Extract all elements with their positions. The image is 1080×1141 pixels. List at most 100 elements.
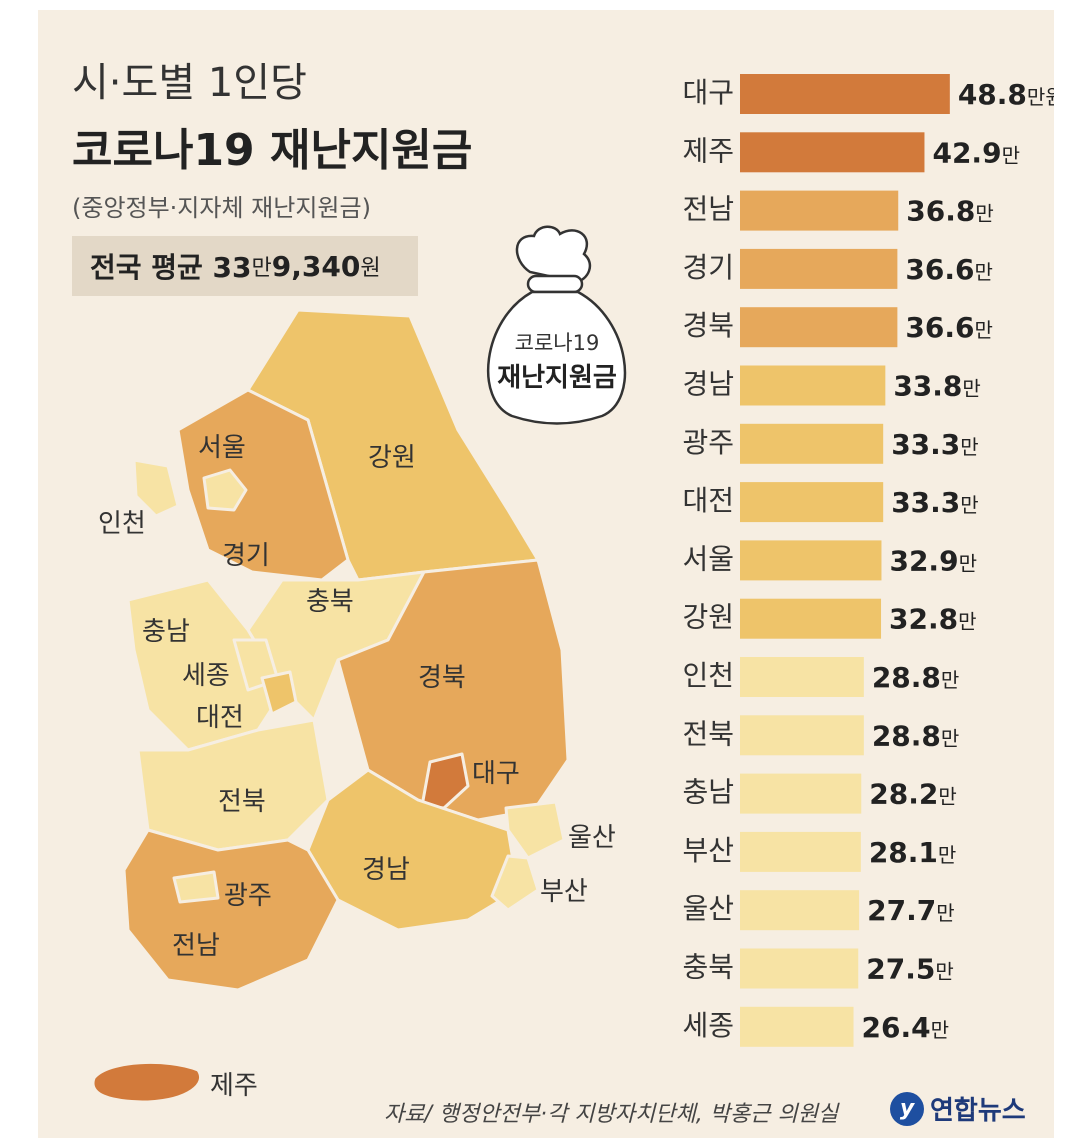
bar-category-label: 경남 [682, 368, 734, 401]
bar-value-label: 42.9만 [932, 136, 1020, 169]
bar-value-label: 33.3만 [891, 486, 979, 519]
bar-value-label: 36.6만 [905, 253, 993, 286]
average-unit2: 원 [360, 256, 381, 281]
bar-category-label: 울산 [682, 892, 734, 925]
label-gyeongnam: 경남 [362, 855, 410, 885]
region-gwangju [172, 870, 220, 904]
bar-category-label: 충북 [682, 951, 734, 984]
bar [740, 307, 898, 348]
label-sejong: 세종 [182, 661, 230, 691]
logo-text: 연합뉴스 [930, 1096, 1026, 1126]
bar [740, 1006, 854, 1047]
money-bag-icon: 코로나19 재난지원금 [486, 225, 627, 425]
bar-category-label: 대전 [682, 484, 734, 517]
bag-text-line1: 코로나19 [515, 331, 600, 355]
bar-category-label: 경북 [682, 309, 734, 342]
bag-body [486, 290, 627, 425]
bar-value-label: 27.5만 [866, 953, 954, 986]
bar [740, 482, 884, 523]
bar-category-label: 충남 [682, 776, 734, 809]
bar-category-label: 서울 [682, 542, 734, 575]
label-gyeonggi: 경기 [222, 541, 270, 571]
average-value2: 9,340 [271, 249, 361, 283]
label-gangwon: 강원 [368, 443, 416, 473]
yonhap-logo-icon: y [890, 1091, 924, 1126]
bar [740, 715, 864, 756]
bar-category-label: 부산 [682, 834, 734, 867]
bar-category-label: 인천 [682, 659, 734, 692]
bar [740, 773, 862, 814]
bar-value-label: 32.8만 [889, 603, 977, 636]
bar-value-label: 28.8만 [872, 719, 960, 752]
region-jeju [91, 1061, 202, 1104]
national-average-box: 전국 평균 33 만 9,340 원 [72, 236, 418, 296]
infographic-canvas: 시·도별 1인당 코로나19 재난지원금 (중앙정부·지자체 재난지원금) 전국… [38, 10, 1054, 1138]
region-incheon [132, 458, 180, 518]
bar-category-label: 세종 [682, 1009, 734, 1042]
bar [740, 598, 882, 639]
region-ulsan [504, 800, 566, 860]
bar [740, 831, 861, 872]
label-gwangju: 광주 [224, 881, 272, 911]
bar [740, 190, 899, 231]
bar-value-label: 33.3만 [891, 428, 979, 461]
label-jeju: 제주 [210, 1071, 258, 1101]
label-ulsan: 울산 [568, 823, 616, 853]
bag-text-line2: 재난지원금 [497, 363, 617, 393]
label-daegu: 대구 [472, 759, 520, 789]
label-gyeongbuk: 경북 [418, 663, 466, 693]
region-busan [490, 854, 540, 912]
bar-category-label: 대구 [682, 76, 734, 109]
subtitle: (중앙정부·지자체 재난지원금) [72, 194, 371, 222]
bar-value-label: 36.8만 [906, 195, 994, 228]
label-chungbuk: 충북 [306, 587, 354, 617]
korea-map: 서울 인천 경기 강원 충북 충남 세종 대전 경북 대구 전북 울산 경남 부… [91, 310, 616, 1104]
label-busan: 부산 [540, 877, 588, 907]
bar-value-label: 28.1만 [869, 836, 957, 869]
bar [740, 248, 898, 289]
label-seoul: 서울 [198, 433, 246, 463]
bar [740, 365, 886, 406]
bar-value-label: 28.2만 [869, 778, 957, 811]
source-note: 자료/ 행정안전부·각 지방자치단체, 박홍근 의원실 [384, 1102, 839, 1127]
label-incheon: 인천 [98, 509, 146, 539]
title-line2: 코로나19 재난지원금 [72, 125, 473, 176]
region-gyeonggi [176, 388, 350, 582]
label-daejeon: 대전 [196, 703, 244, 733]
bar-category-label: 전북 [682, 717, 734, 750]
bar-value-label: 32.9만 [889, 544, 977, 577]
average-unit1: 만 [251, 256, 272, 281]
bar [740, 890, 860, 931]
region-seoul [202, 468, 248, 512]
bar-value-label: 27.7만 [867, 894, 955, 927]
bar-value-label: 33.8만 [893, 370, 981, 403]
region-jeonnam [122, 828, 340, 992]
bar [740, 657, 864, 697]
bar-category-label: 경기 [682, 251, 734, 284]
bar [740, 540, 882, 581]
bag-knot [526, 274, 584, 294]
bar [740, 423, 884, 464]
bar-category-label: 전남 [682, 193, 734, 226]
label-jeonnam: 전남 [172, 931, 220, 961]
bar [740, 948, 859, 989]
bar-chart: 대구48.8만원제주42.9만전남36.8만경기36.6만경북36.6만경남33… [682, 74, 1054, 1047]
bar [740, 132, 925, 173]
bar-category-label: 강원 [682, 601, 734, 634]
region-daejeon [260, 670, 298, 716]
bar-value-label: 36.6만 [905, 311, 993, 344]
bar-value-label: 26.4만 [862, 1011, 950, 1044]
bar-value-label: 48.8만원 [958, 78, 1054, 111]
bar [740, 74, 950, 114]
average-prefix: 전국 평균 33 [90, 251, 252, 284]
bag-top-shape [515, 225, 592, 284]
bar-category-label: 제주 [682, 134, 734, 167]
label-jeonbuk: 전북 [218, 787, 266, 817]
region-daegu [420, 752, 470, 810]
yonhap-logo: y 연합뉴스 [890, 1090, 1026, 1127]
title-line1: 시·도별 1인당 [72, 60, 307, 106]
bar-value-label: 28.8만 [872, 661, 960, 694]
region-jeonbuk [136, 718, 330, 852]
bar-category-label: 광주 [682, 426, 734, 459]
label-chungnam: 충남 [142, 617, 190, 647]
